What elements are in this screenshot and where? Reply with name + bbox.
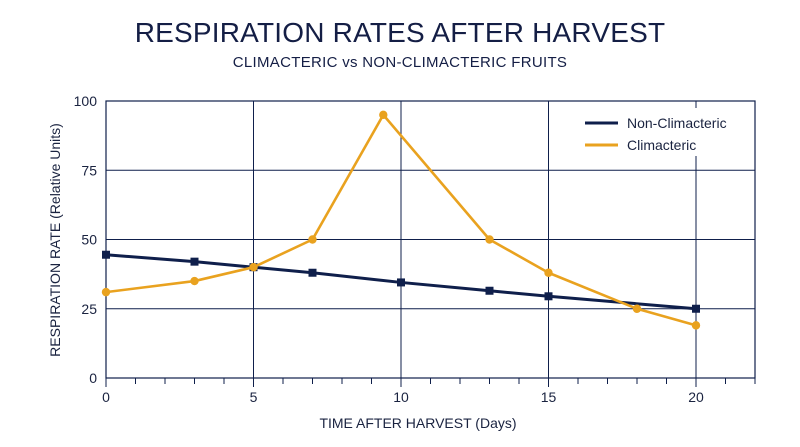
y-tick-label: 25 (81, 301, 97, 317)
axes (105, 100, 756, 387)
x-axis-label: TIME AFTER HARVEST (Days) (319, 415, 516, 431)
data-point (308, 235, 317, 244)
data-point (190, 276, 199, 286)
chart-subtitle: CLIMACTERIC vs NON-CLIMACTERIC FRUITS (232, 54, 568, 71)
y-tick-label: 0 (89, 370, 97, 386)
data-point (485, 235, 494, 244)
legend-entry: Non-Climacteric (627, 115, 727, 131)
tick-labels: 0 5 10 15 20 0 25 50 75 100 (74, 93, 704, 405)
data-point (632, 304, 642, 313)
data-point (544, 268, 553, 277)
series-layer (101, 110, 701, 330)
y-tick-label: 75 (81, 162, 97, 178)
data-point (308, 268, 317, 277)
y-axis-label: RESPIRATION RATE (Relative Units) (47, 123, 63, 357)
data-point (397, 278, 405, 287)
data-point (249, 263, 258, 272)
x-tick-label: 5 (250, 389, 258, 405)
data-point (379, 110, 388, 120)
legend-background (570, 108, 745, 156)
data-point (544, 292, 553, 301)
y-tick-label: 100 (74, 93, 98, 109)
series-climacteric (101, 110, 701, 330)
y-tick-label: 50 (81, 232, 97, 248)
x-tick-label: 0 (102, 389, 110, 405)
x-tick-label: 15 (541, 389, 557, 405)
legend-entry: Climacteric (627, 137, 696, 153)
series-line (105, 253, 697, 311)
data-point (190, 257, 199, 266)
data-point (485, 286, 494, 295)
data-point (691, 321, 701, 330)
x-tick-label: 10 (393, 389, 409, 405)
x-tick-label: 20 (688, 389, 704, 405)
chart-title: RESPIRATION RATES AFTER HARVEST (134, 17, 666, 48)
data-point (102, 250, 110, 259)
legend: Non-Climacteric Climacteric (570, 108, 745, 156)
data-point (692, 304, 700, 313)
data-point (101, 287, 111, 297)
